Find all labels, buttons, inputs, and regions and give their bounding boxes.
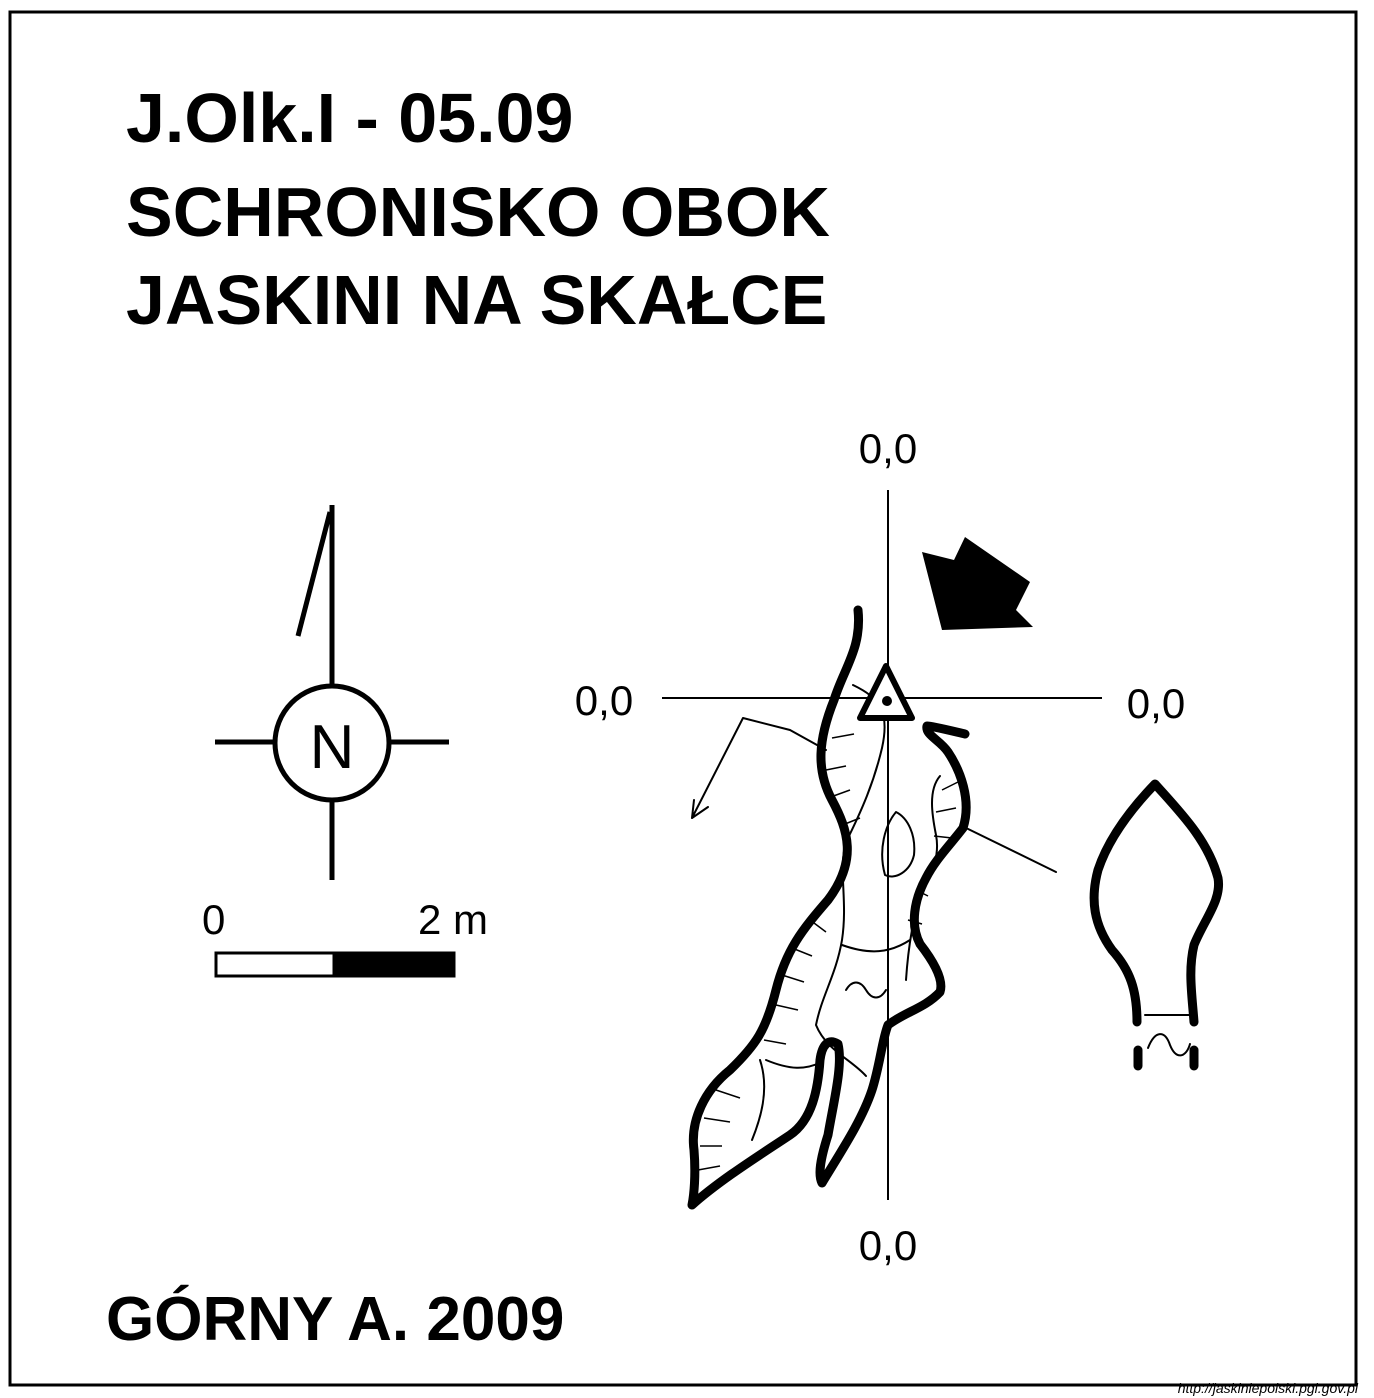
scale-bar [214, 951, 456, 978]
north-letter: N [310, 713, 355, 782]
cross-section-outline [1089, 779, 1224, 1027]
sediment-symbol-icon [845, 981, 887, 999]
cave-wall-west [687, 605, 971, 1210]
datum-label-left: 0,0 [575, 677, 633, 724]
compass-rose [215, 505, 449, 880]
source-url: http://jaskiniepolski.pgi.gov.pl [1178, 1380, 1359, 1396]
cross-section [1089, 779, 1224, 1071]
entrance-arrow-icon [922, 537, 1033, 630]
datum-label-top: 0,0 [859, 425, 917, 472]
scale-end-label: 2 m [418, 896, 488, 943]
section-line [691, 717, 827, 819]
pillar-outline [881, 811, 916, 878]
cave-name-line-2: JASKINI NA SKAŁCE [126, 261, 827, 339]
entrance-triangle-icon [857, 663, 915, 721]
section-line-east [961, 825, 1057, 873]
cave-code: J.Olk.I - 05.09 [126, 79, 573, 157]
datum-label-bottom: 0,0 [859, 1222, 917, 1269]
floor-curve [841, 939, 911, 953]
magnetic-north-arrow-icon [295, 511, 333, 637]
inner-passage-line [815, 684, 886, 1077]
cave-plan [687, 605, 1057, 1210]
slope-hatching [697, 733, 959, 1171]
lower-floor-curve [765, 1059, 823, 1069]
scale-start-label: 0 [202, 896, 225, 943]
cross-section-sediment-icon [1147, 1033, 1191, 1057]
author-year: GÓRNY A. 2009 [106, 1285, 564, 1354]
cave-name-line-1: SCHRONISKO OBOK [126, 173, 830, 251]
datum-label-right: 0,0 [1127, 680, 1185, 727]
lower-passage-line [751, 1059, 766, 1141]
map-frame [8, 10, 1358, 1387]
